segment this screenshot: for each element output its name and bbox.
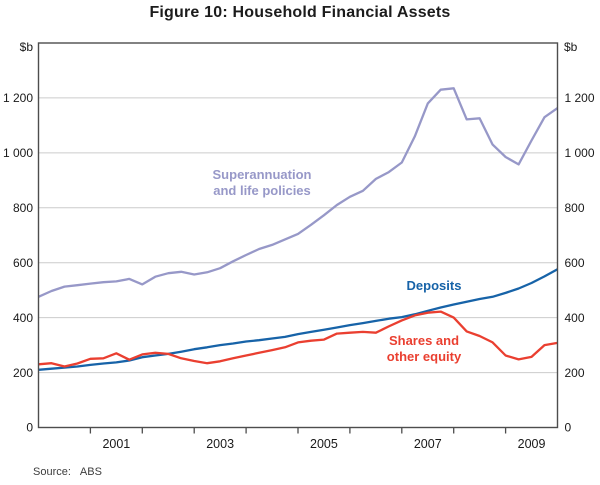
series-label-superannuation-line1: Superannuation [212, 167, 312, 182]
y-tick-label-right-400: 400 [565, 311, 585, 325]
y-tick-label-right-1000: 1 000 [565, 146, 595, 160]
y-tick-label-right-0: 0 [565, 421, 572, 435]
series-label-shares-line1: Shares and [388, 333, 460, 348]
page-title: Figure 10: Household Financial Assets [149, 4, 451, 21]
series-label-superannuation-line2: and life policies [213, 183, 311, 198]
y-tick-label-left-0: 0 [26, 421, 33, 435]
y-tick-label-right-600: 600 [565, 256, 585, 270]
y-tick-label-right-800: 800 [565, 201, 585, 215]
x-year-label-2003: 2003 [206, 437, 234, 451]
source-note: Source: ABS [33, 466, 102, 478]
x-year-label-2007: 2007 [414, 437, 442, 451]
series-label-deposits: Deposits [374, 278, 494, 294]
series-label-superannuation: Superannuation and life policies [182, 167, 342, 199]
series-line-0 [38, 87, 559, 298]
series-label-shares-line2: other equity [386, 349, 462, 364]
y-tick-label-left-600: 600 [13, 256, 33, 270]
y-tick-label-left-1000: 1 000 [3, 146, 33, 160]
x-year-label-2001: 2001 [102, 437, 130, 451]
series-label-shares: Shares and other equity [354, 333, 494, 365]
y-tick-label-left-1200: 1 200 [3, 91, 33, 105]
x-year-label-2009: 2009 [518, 437, 546, 451]
y-tick-label-left-800: 800 [13, 201, 33, 215]
y-tick-label-left-400: 400 [13, 311, 33, 325]
series-line-2 [38, 310, 558, 368]
x-year-label-2005: 2005 [310, 437, 338, 451]
y-axis-unit-right: $b [564, 40, 578, 54]
plot-border [37, 42, 559, 429]
y-tick-label-left-200: 200 [13, 366, 33, 380]
y-tick-label-right-1200: 1 200 [565, 91, 595, 105]
series-label-deposits-line1: Deposits [406, 278, 462, 293]
source-label: Source: [33, 466, 71, 478]
y-axis-unit-left: $b [19, 40, 33, 54]
y-tick-label-right-200: 200 [565, 366, 585, 380]
series-line-1 [38, 268, 559, 371]
source-value: ABS [79, 466, 102, 478]
